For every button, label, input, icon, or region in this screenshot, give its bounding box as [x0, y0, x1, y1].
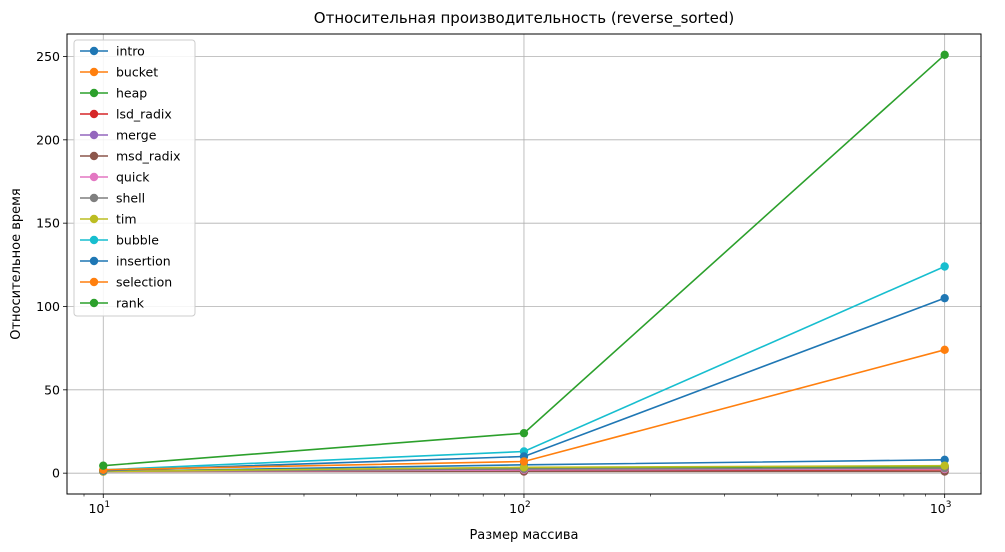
legend-label: quick [116, 170, 150, 185]
data-point [940, 345, 949, 355]
legend-marker [89, 88, 99, 98]
legend-label: shell [116, 191, 145, 206]
data-point [519, 428, 529, 438]
legend-label: selection [116, 275, 172, 290]
data-point [940, 50, 949, 60]
legend-item-bubble: bubble [80, 233, 159, 248]
legend-item-merge: merge [80, 128, 157, 143]
y-axis-label: Относительное время [9, 188, 24, 340]
legend-label: heap [116, 86, 147, 101]
legend-label: tim [116, 212, 137, 227]
series-rank [99, 50, 949, 470]
legend-item-lsd_radix: lsd_radix [80, 107, 172, 122]
x-tick-label: 103 [930, 500, 952, 516]
legend-label: insertion [116, 254, 171, 269]
legend-item-heap: heap [80, 86, 147, 101]
y-tick-label: 50 [44, 382, 60, 397]
legend-item-insertion: insertion [80, 254, 171, 269]
data-point [519, 463, 529, 472]
legend-marker [89, 193, 99, 203]
legend-marker [89, 256, 99, 266]
legend-marker [89, 214, 99, 224]
legend-item-intro: intro [80, 44, 145, 59]
legend-item-msd_radix: msd_radix [80, 149, 180, 164]
x-axis-label: Размер массива [469, 528, 578, 543]
y-tick-label: 200 [36, 132, 60, 147]
y-tick-label: 100 [36, 299, 60, 314]
data-point [940, 461, 949, 470]
legend-marker [89, 109, 99, 119]
legend-marker [89, 277, 99, 287]
y-axis: 0 50 100 150 200 250 [36, 49, 67, 481]
y-tick-label: 0 [52, 466, 60, 481]
legend-marker [89, 46, 99, 56]
legend-label: merge [116, 128, 157, 143]
legend-marker [89, 151, 99, 161]
legend-item-shell: shell [80, 191, 145, 206]
legend-label: msd_radix [116, 149, 180, 164]
legend-marker [89, 235, 99, 245]
legend-item-tim: tim [80, 212, 137, 227]
legend-label: rank [116, 296, 145, 311]
legend-box [73, 39, 196, 317]
y-tick-label: 150 [36, 216, 60, 231]
data-point [519, 457, 529, 466]
data-point [940, 293, 949, 303]
legend-item-selection: selection [80, 275, 172, 290]
legend-marker [89, 67, 99, 77]
legend-label: intro [116, 44, 145, 59]
data-point [99, 461, 108, 470]
x-tick-label: 102 [509, 500, 531, 516]
data-point [940, 455, 949, 465]
legend-item-quick: quick [80, 170, 150, 185]
chart-title: Относительная производительность (revers… [314, 9, 734, 28]
legend-item-bucket: bucket [80, 65, 158, 80]
legend-label: bucket [116, 65, 158, 80]
series-layer [99, 50, 949, 476]
legend-marker [89, 172, 99, 182]
x-tick-label: 101 [88, 500, 110, 516]
legend-label: lsd_radix [116, 107, 172, 122]
legend-item-rank: rank [80, 296, 145, 311]
data-point [940, 262, 949, 271]
legend-marker [89, 130, 99, 140]
legend-marker [89, 298, 99, 308]
x-axis: 101 102 103 [88, 494, 951, 516]
legend-label: bubble [116, 233, 159, 248]
y-tick-label: 250 [36, 49, 60, 64]
